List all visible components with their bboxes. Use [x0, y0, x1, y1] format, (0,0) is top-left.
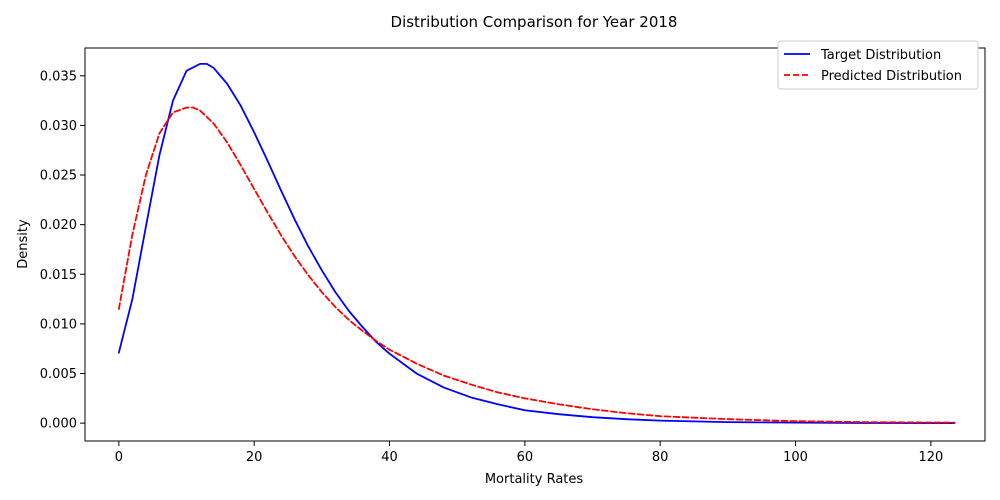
x-tick-label: 80: [652, 450, 669, 465]
x-tick-label: 0: [115, 450, 123, 465]
y-tick-label: 0.005: [40, 367, 77, 382]
y-tick-label: 0.020: [40, 218, 77, 233]
x-tick-label: 40: [381, 450, 398, 465]
y-tick-label: 0.025: [40, 169, 77, 184]
plot-area: [117, 62, 956, 424]
chart-title: Distribution Comparison for Year 2018: [391, 13, 678, 31]
series-line-target: [117, 62, 956, 424]
y-tick-label: 0.015: [40, 268, 77, 283]
legend: Target Distribution Predicted Distributi…: [777, 40, 979, 90]
y-axis-label: Density: [16, 219, 31, 269]
x-tick-label: 20: [246, 450, 263, 465]
x-tick-label: 120: [918, 450, 943, 465]
axis-ticks: 0 20 40 60 80 100 120 0.000 0.005 0.010 0.015 0.020…: [40, 69, 943, 465]
x-axis-label: Mortality Rates: [485, 472, 584, 487]
series-line-predicted: [117, 106, 956, 424]
legend-label-predicted: Predicted Distribution: [821, 69, 962, 84]
x-tick-label: 60: [517, 450, 534, 465]
y-tick-label: 0.000: [40, 417, 77, 432]
legend-label-target: Target Distribution: [820, 48, 941, 63]
legend-box: [777, 40, 979, 90]
y-tick-label: 0.030: [40, 119, 77, 134]
y-tick-label: 0.010: [40, 317, 77, 332]
y-tick-label: 0.035: [40, 69, 77, 84]
x-tick-label: 100: [783, 450, 808, 465]
axes-frame: [84, 47, 986, 442]
